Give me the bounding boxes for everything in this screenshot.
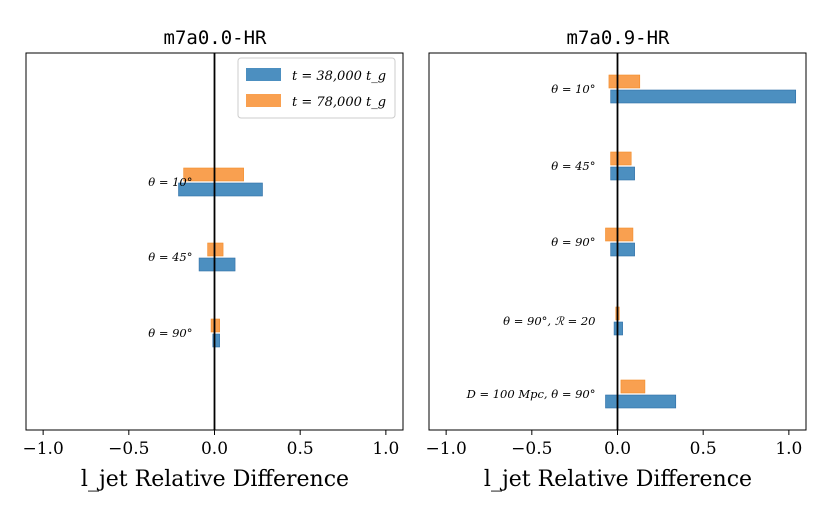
right-bar-series2-1 [610, 151, 632, 166]
legend-swatch-series2 [246, 94, 281, 107]
right-bar-series1-2 [610, 242, 635, 257]
left-x-tick-label-2: 0.0 [201, 439, 228, 459]
left-panel-title: m7a0.0-HR [164, 27, 268, 49]
right-bar-series2-4 [620, 379, 646, 394]
right-panel-title: m7a0.9-HR [567, 27, 671, 49]
right-bar-series2-0 [608, 74, 641, 89]
right-x-tick-label-2: 0.0 [604, 439, 631, 459]
left-x-tick-label-1: −0.5 [108, 439, 149, 459]
left-bar-series1-2 [212, 333, 220, 348]
left-category-label-1: θ = 45° [148, 250, 192, 264]
right-x-tick-label-1: −0.5 [511, 439, 552, 459]
right-category-label-3: θ = 90°, ℛ = 20 [503, 314, 595, 328]
left-x-tick-label-3: 0.5 [287, 439, 314, 459]
left-x-tick-label-4: 1.0 [372, 439, 399, 459]
right-x-tick-label-3: 0.5 [690, 439, 717, 459]
left-x-axis-label: l_jet Relative Difference [81, 467, 349, 492]
right-category-label-1: θ = 45° [551, 159, 595, 173]
left-category-labels: θ = 10° θ = 45° θ = 90° [148, 175, 192, 340]
left-bar-series1-1 [198, 257, 236, 272]
legend-label-series1: t = 38,000 t_g [292, 69, 386, 84]
left-x-ticks: −1.0 −0.5 0.0 0.5 1.0 [22, 430, 399, 459]
right-bar-series2-2 [605, 227, 634, 242]
right-category-label-0: θ = 10° [551, 82, 595, 96]
legend-swatch-series1 [246, 68, 281, 81]
right-panel-bars [605, 74, 797, 409]
legend: t = 38,000 t_g t = 78,000 t_g [237, 57, 396, 119]
left-category-label-2: θ = 90° [148, 326, 192, 340]
right-panel: m7a0.9-HR θ = 10° θ = 45° θ = 90° θ = 90°, … [425, 27, 807, 492]
right-x-ticks: −1.0 −0.5 0.0 0.5 1.0 [425, 430, 802, 459]
right-bar-series1-0 [610, 89, 797, 104]
left-panel: m7a0.0-HR θ = 10° θ = 45° θ = 90° −1.0 −0.5… [22, 27, 404, 492]
right-bar-series1-4 [605, 394, 677, 409]
left-panel-bars [178, 167, 263, 348]
right-x-tick-label-0: −1.0 [425, 439, 466, 459]
right-category-label-4: D = 100 Mpc, θ = 90° [466, 387, 596, 401]
left-x-tick-label-0: −1.0 [22, 439, 63, 459]
left-category-label-0: θ = 10° [148, 175, 192, 189]
right-category-labels: θ = 10° θ = 45° θ = 90° θ = 90°, ℛ = 20 D = … [466, 82, 596, 401]
right-x-tick-label-4: 1.0 [775, 439, 802, 459]
right-x-axis-label: l_jet Relative Difference [484, 467, 752, 492]
right-category-label-2: θ = 90° [551, 235, 595, 249]
legend-label-series2: t = 78,000 t_g [292, 95, 386, 110]
right-bar-series1-1 [610, 166, 635, 181]
left-bar-series1-0 [178, 182, 263, 197]
